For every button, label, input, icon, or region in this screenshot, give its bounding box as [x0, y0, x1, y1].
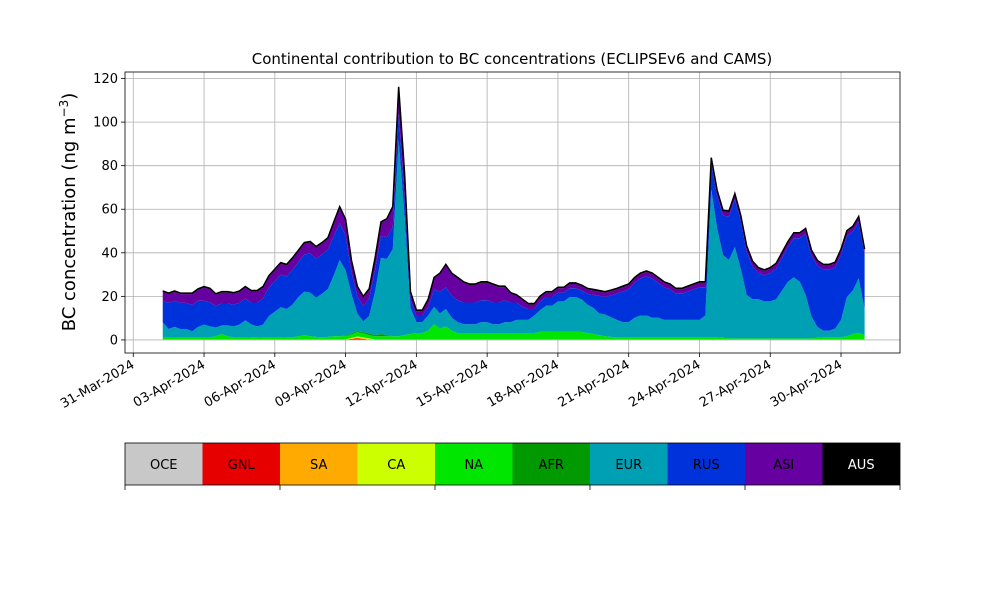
y-tick-label: 80 — [101, 159, 118, 174]
x-tick-label: 18-Apr-2024 — [485, 357, 562, 410]
y-tick-label: 40 — [101, 246, 118, 261]
colorbar-swatch-ca — [357, 443, 435, 485]
y-axis-label-close: ) — [59, 93, 80, 100]
colorbar-label-na: NA — [464, 458, 483, 473]
y-tick-label: 120 — [93, 72, 118, 87]
colorbar-label-eur: EUR — [615, 458, 642, 473]
x-tick-label: 27-Apr-2024 — [697, 357, 774, 410]
y-tick-label: 0 — [110, 333, 118, 348]
colorbar-label-asi: ASI — [773, 458, 794, 473]
x-tick-label: 03-Apr-2024 — [131, 357, 208, 410]
y-axis-label-superscript: −3 — [57, 100, 71, 118]
y-axis-label: BC concentration (ng m−3) — [57, 93, 80, 332]
colorbar-swatch-afr — [512, 443, 590, 485]
x-tick-label: 06-Apr-2024 — [202, 357, 279, 410]
x-tick-label: 12-Apr-2024 — [343, 357, 420, 410]
colorbar-label-sa: SA — [310, 458, 327, 473]
area-series-eur — [162, 140, 865, 339]
y-tick-label: 100 — [93, 116, 118, 131]
colorbar-label-gnl: GNL — [228, 458, 256, 473]
chart-title: Continental contribution to BC concentra… — [252, 50, 773, 68]
colorbar-frame — [124, 442, 901, 486]
colorbar-swatch-asi — [745, 443, 823, 485]
x-tick-label: 21-Apr-2024 — [556, 357, 633, 410]
colorbar-swatch-eur — [590, 443, 668, 485]
colorbar-swatch-na — [435, 443, 513, 485]
colorbar-label-ca: CA — [387, 458, 405, 473]
colorbar-swatch-rus — [667, 443, 745, 485]
colorbar-label-aus: AUS — [848, 458, 875, 473]
y-tick-label: 20 — [101, 290, 118, 305]
x-tick-label: 24-Apr-2024 — [626, 357, 703, 410]
total-concentration-line — [162, 86, 866, 311]
colorbar-swatch-oce — [125, 443, 203, 485]
x-tick-label: 31-Mar-2024 — [58, 357, 137, 411]
area-series-rus — [162, 114, 865, 332]
colorbar-swatch-sa — [280, 443, 358, 485]
continent-colorbar: OCE GNL SA CA NA AFR EUR RUS ASI AUS — [124, 442, 901, 490]
colorbar-swatch-gnl — [202, 443, 280, 485]
y-axis-label-text: BC concentration (ng m — [59, 117, 80, 331]
colorbar-label-rus: RUS — [693, 458, 720, 473]
colorbar-label-oce: OCE — [150, 458, 178, 473]
x-tick-label: 30-Apr-2024 — [768, 357, 845, 410]
x-tick-label: 15-Apr-2024 — [414, 357, 491, 410]
y-tick-label: 60 — [101, 203, 118, 218]
plot-frame — [124, 71, 901, 354]
colorbar-swatch-aus — [822, 443, 900, 485]
area-series-na — [162, 324, 865, 340]
x-tick-label: 09-Apr-2024 — [272, 357, 349, 410]
axes: 0 20 40 60 80 100 120 31-Mar-202403-Apr-202406-… — [58, 71, 901, 412]
stacked-areas — [162, 86, 866, 340]
colorbar-label-afr: AFR — [539, 458, 564, 473]
